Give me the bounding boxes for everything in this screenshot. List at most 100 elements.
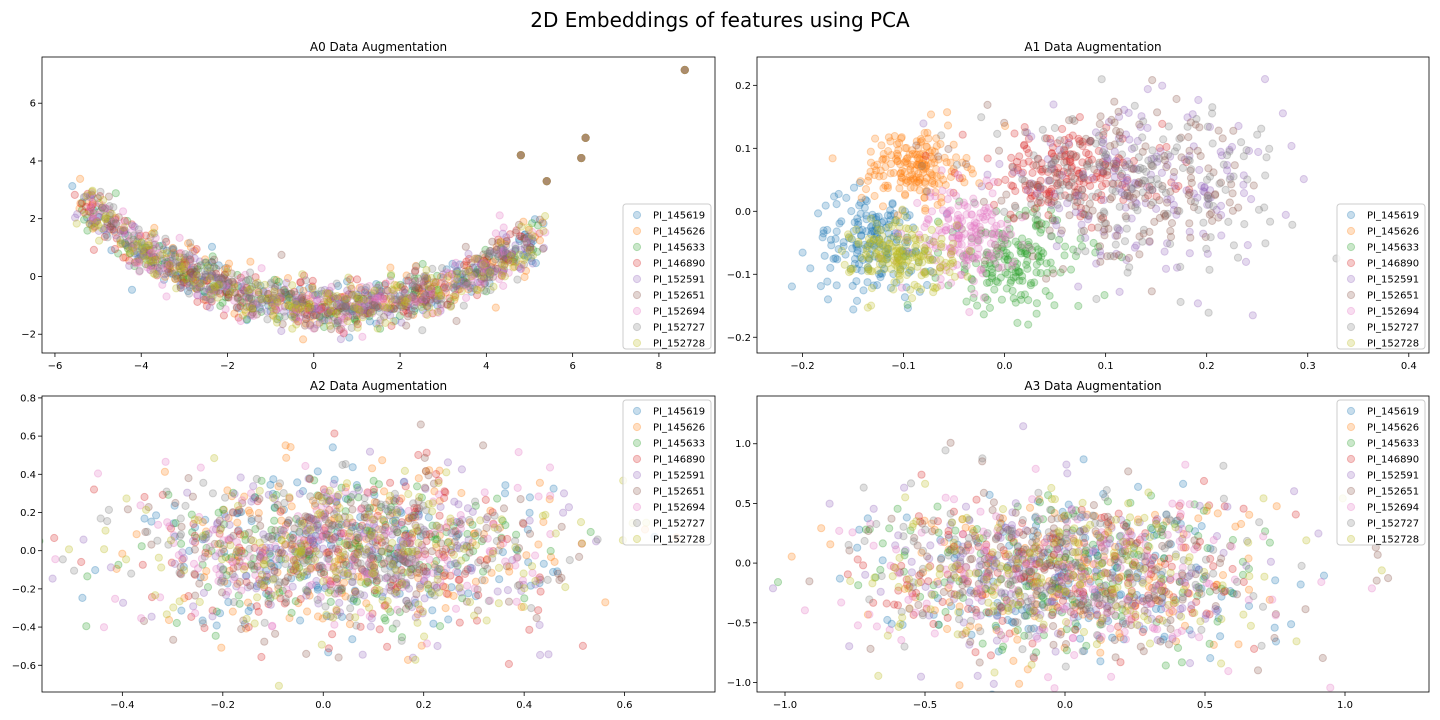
point-PI_152651 xyxy=(411,276,420,285)
point-PI_152591 xyxy=(188,537,198,546)
point-PI_152694 xyxy=(311,303,320,312)
point-PI_152728 xyxy=(299,568,308,577)
point-PI_152694 xyxy=(98,201,107,210)
point-PI_145619 xyxy=(520,251,529,260)
point-PI_152694 xyxy=(135,229,144,238)
point-PI_145619 xyxy=(167,250,176,259)
point-PI_152728 xyxy=(271,591,280,600)
point-PI_152591 xyxy=(1247,195,1256,204)
point-PI_152728 xyxy=(472,285,481,294)
point-PI_152727 xyxy=(206,285,215,294)
point-PI_145626 xyxy=(422,274,432,283)
point-PI_152694 xyxy=(496,248,505,257)
point-outlier xyxy=(542,177,551,186)
point-PI_152591 xyxy=(311,291,321,300)
point-PI_146890 xyxy=(304,302,313,311)
point-PI_152651 xyxy=(302,649,311,659)
point-PI_152728 xyxy=(937,234,946,243)
point-PI_145626 xyxy=(441,288,450,297)
point-PI_152694 xyxy=(383,286,392,295)
point-PI_152728 xyxy=(488,549,497,558)
point-PI_152728 xyxy=(268,575,277,584)
point-PI_145626 xyxy=(883,183,893,193)
point-PI_152728 xyxy=(333,513,342,522)
point-PI_152727 xyxy=(246,285,255,294)
point-PI_152651 xyxy=(1135,250,1144,259)
point-PI_152694 xyxy=(365,612,374,621)
x-tick-label: −0.2 xyxy=(790,361,814,372)
point-PI_152727 xyxy=(977,113,986,122)
point-PI_145626 xyxy=(422,295,431,304)
point-PI_145626 xyxy=(870,191,879,201)
point-PI_152694 xyxy=(241,270,250,279)
point-PI_152591 xyxy=(1185,249,1194,258)
point-PI_145626 xyxy=(449,591,458,601)
point-PI_145633 xyxy=(962,297,971,306)
point-PI_152651 xyxy=(277,250,286,259)
point-PI_152694 xyxy=(324,307,333,316)
point-PI_152727 xyxy=(155,251,165,260)
point-PI_152728 xyxy=(88,186,97,195)
point-PI_145626 xyxy=(242,283,251,292)
point-PI_152728 xyxy=(264,294,273,303)
point-PI_145619 xyxy=(826,235,836,244)
point-PI_145626 xyxy=(224,293,233,302)
point-PI_152694 xyxy=(358,332,367,341)
point-PI_152591 xyxy=(376,287,385,296)
point-PI_152694 xyxy=(355,301,364,310)
point-PI_152728 xyxy=(354,295,363,304)
point-PI_152727 xyxy=(218,566,228,575)
point-PI_152728 xyxy=(528,562,537,571)
point-PI_145633 xyxy=(140,247,149,256)
point-PI_152591 xyxy=(564,503,574,512)
point-PI_152694 xyxy=(998,263,1007,272)
point-outlier xyxy=(516,151,525,160)
point-PI_145626 xyxy=(397,283,406,292)
point-PI_152727 xyxy=(318,316,327,325)
point-PI_145626 xyxy=(431,294,440,303)
point-PI_145633 xyxy=(484,266,493,275)
point-PI_145633 xyxy=(248,282,257,292)
point-PI_152694 xyxy=(434,308,443,317)
point-PI_152651 xyxy=(153,263,162,272)
point-PI_145619 xyxy=(168,269,177,278)
point-PI_146890 xyxy=(219,311,228,320)
point-PI_152728 xyxy=(272,318,282,327)
point-PI_145626 xyxy=(248,304,257,313)
point-PI_152651 xyxy=(1162,163,1171,172)
point-PI_152694 xyxy=(373,294,382,303)
point-PI_146890 xyxy=(535,229,544,238)
point-PI_145619 xyxy=(884,244,893,253)
point-PI_145619 xyxy=(177,606,186,615)
point-PI_146890 xyxy=(106,222,116,231)
point-PI_152728 xyxy=(428,507,437,516)
point-PI_145619 xyxy=(525,242,535,252)
point-PI_152728 xyxy=(140,252,149,261)
point-PI_152728 xyxy=(413,618,422,627)
legend: PI_145619PI_145626PI_145633PI_146890PI_1… xyxy=(1336,203,1426,350)
point-PI_152591 xyxy=(511,241,520,250)
point-PI_152727 xyxy=(397,636,406,645)
point-PI_152591 xyxy=(1194,95,1203,105)
point-PI_145633 xyxy=(238,298,247,307)
point-PI_152727 xyxy=(952,160,962,169)
point-PI_152728 xyxy=(378,515,387,524)
point-PI_152728 xyxy=(274,681,283,690)
point-PI_145626 xyxy=(520,272,529,282)
point-PI_146890 xyxy=(220,270,229,279)
point-PI_146890 xyxy=(507,250,517,259)
point-PI_145619 xyxy=(911,247,920,256)
point-PI_145626 xyxy=(866,147,875,156)
point-PI_146890 xyxy=(111,215,120,224)
point-PI_146890 xyxy=(437,291,446,300)
point-PI_152728 xyxy=(376,533,385,543)
point-PI_152728 xyxy=(285,493,294,502)
point-PI_145619 xyxy=(133,247,142,256)
point-PI_152591 xyxy=(489,267,498,276)
point-PI_152727 xyxy=(408,293,417,302)
point-PI_152727 xyxy=(1194,205,1203,214)
point-PI_152727 xyxy=(1204,194,1213,203)
point-PI_145626 xyxy=(122,241,131,250)
point-PI_152694 xyxy=(361,298,370,307)
point-PI_152651 xyxy=(497,258,506,267)
